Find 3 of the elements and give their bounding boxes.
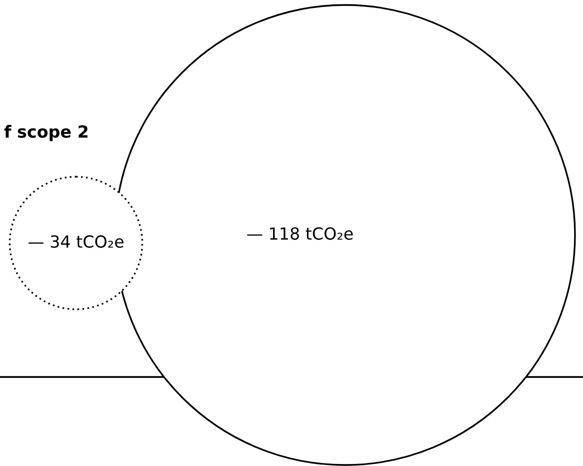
data-label: — 118 tCO₂e — [247, 227, 353, 240]
text: f scope 2 — [4, 124, 88, 142]
data-label: — 34 tCO₂e — [28, 235, 124, 248]
